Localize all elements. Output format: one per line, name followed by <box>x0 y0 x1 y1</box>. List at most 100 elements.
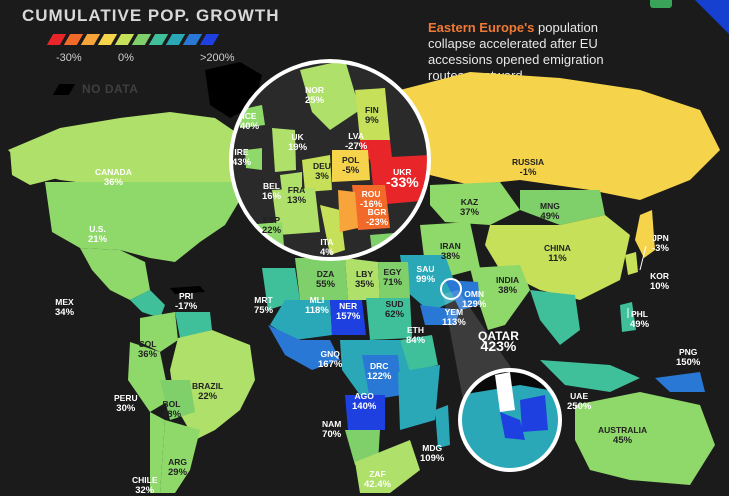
region-uae-zoom <box>520 395 548 432</box>
label-china: CHINA 11% <box>544 243 571 264</box>
label-rou: ROU -16% <box>360 189 383 210</box>
region-central-america <box>130 290 165 318</box>
region-mali <box>270 300 332 340</box>
region-niger <box>330 300 366 335</box>
region-madagascar <box>435 405 450 448</box>
legend-mid-label: 0% <box>118 52 134 64</box>
annotation-text: Eastern Europe's population collapse acc… <box>428 20 628 84</box>
map-title: CUMULATIVE POP. GROWTH <box>22 6 280 25</box>
region-japn <box>635 210 655 258</box>
qatar-callout-marker <box>440 278 462 300</box>
label-kaz: KAZ 37% <box>460 197 480 218</box>
region-uk <box>272 128 296 172</box>
region-yemen <box>420 305 460 325</box>
region-russia <box>400 72 720 200</box>
europe-zoom-circle <box>229 59 431 261</box>
label-drc: DRC 122% <box>367 361 392 382</box>
region-belgium <box>280 172 302 192</box>
label-pol: POL -5% <box>342 155 360 176</box>
region-east-africa <box>398 365 440 430</box>
label-bol: BOL 48% <box>162 399 182 420</box>
label-bgr: BGR -23% <box>366 207 389 228</box>
label-nor: NOR 25% <box>305 85 325 106</box>
corner-decoration-blue <box>695 0 729 34</box>
label-ice: ICE 40% <box>240 111 260 132</box>
region-colombia <box>140 312 178 352</box>
label-omn: OMN 129% <box>462 289 487 310</box>
region-mauritania <box>262 268 300 310</box>
label-qatar: QATAR 423% <box>478 329 519 354</box>
label-chile: CHILE 32% <box>132 475 158 496</box>
region-venezuela <box>175 312 212 338</box>
corner-decoration-green <box>650 0 672 8</box>
annotation-body: population collapse accelerated after EU… <box>428 20 604 83</box>
region-angola <box>345 395 385 430</box>
leader-line-jpn <box>639 245 647 271</box>
region-france <box>272 188 320 235</box>
region-india <box>470 265 530 330</box>
label-col: COL 36% <box>138 339 158 360</box>
label-uae: UAE 250% <box>567 391 592 412</box>
label-pri: PRI -17% <box>175 291 198 312</box>
region-indonesia <box>540 360 640 392</box>
region-alaska <box>10 140 58 185</box>
region-bolivia <box>160 380 195 420</box>
label-esp: ESP 22% <box>262 215 282 236</box>
region-ethiopia <box>400 335 438 372</box>
region-south-africa <box>355 440 420 493</box>
label-bel: BEL 16% <box>262 181 282 202</box>
label-australia: AUSTRALIA 45% <box>598 425 648 446</box>
region-italy <box>320 205 345 255</box>
label-russia: RUSSIA -1% <box>512 157 545 178</box>
region-oman <box>445 280 480 310</box>
label-lby: LBY 35% <box>355 269 375 290</box>
legend-max-label: >200% <box>200 52 235 64</box>
label-png: PNG 150% <box>676 347 701 368</box>
label-mrt: MRT 75% <box>254 295 274 316</box>
label-fin: FIN 9% <box>365 105 379 126</box>
region-chile <box>150 412 165 493</box>
label-mex: MEX 34% <box>55 297 75 318</box>
label-brazil: BRAZIL 22% <box>192 381 224 402</box>
region-finland <box>355 88 390 140</box>
label-uk: UK 19% <box>288 132 308 153</box>
label-mdg: MDG 109% <box>420 443 445 464</box>
label-kor: KOR 10% <box>650 271 670 292</box>
region-germany <box>302 155 332 192</box>
region-norway <box>300 62 360 130</box>
label-gnq: GNQ 167% <box>318 349 343 370</box>
annotation-highlight: Eastern Europe's <box>428 20 535 35</box>
region-us <box>45 182 240 262</box>
label-sud: SUD 62% <box>385 299 405 320</box>
label-eth: ETH 84% <box>406 325 426 346</box>
legend-min-label: -30% <box>56 52 82 64</box>
region-mexico <box>80 248 150 300</box>
label-sau: SAU 99% <box>416 264 436 285</box>
region-poland <box>332 150 370 182</box>
region-bulgaria <box>355 210 390 230</box>
region-libya <box>345 258 380 300</box>
region-kazakhstan <box>430 182 520 225</box>
label-fra: FRA 13% <box>287 185 307 206</box>
region-qatar-zoom <box>495 372 515 412</box>
region-australia <box>575 392 715 485</box>
label-ago: AGO 140% <box>352 391 377 412</box>
region-ireland <box>245 148 262 170</box>
label-lva: LVA -27% <box>345 131 368 152</box>
label-ukr: UKR -33% <box>386 167 419 190</box>
qatar-zoom-circle <box>458 368 562 472</box>
label-arg: ARG 29% <box>168 457 188 478</box>
region-caribbean <box>170 286 205 294</box>
label-peru: PERU 30% <box>114 393 138 414</box>
region-sudan <box>366 298 412 340</box>
label-yem: YEM 113% <box>442 307 466 328</box>
label-dza: DZA 55% <box>316 269 336 290</box>
region-southeast-asia <box>530 290 580 345</box>
region-balkans <box>338 190 358 232</box>
label-zaf: ZAF 42.4% <box>364 469 391 490</box>
legend-nodata-label: NO DATA <box>82 82 139 96</box>
label-iran: IRAN 38% <box>440 241 461 262</box>
label-ita: ITA 4% <box>320 237 334 258</box>
label-deu: DEU 3% <box>313 161 331 182</box>
region-romania <box>352 185 388 212</box>
